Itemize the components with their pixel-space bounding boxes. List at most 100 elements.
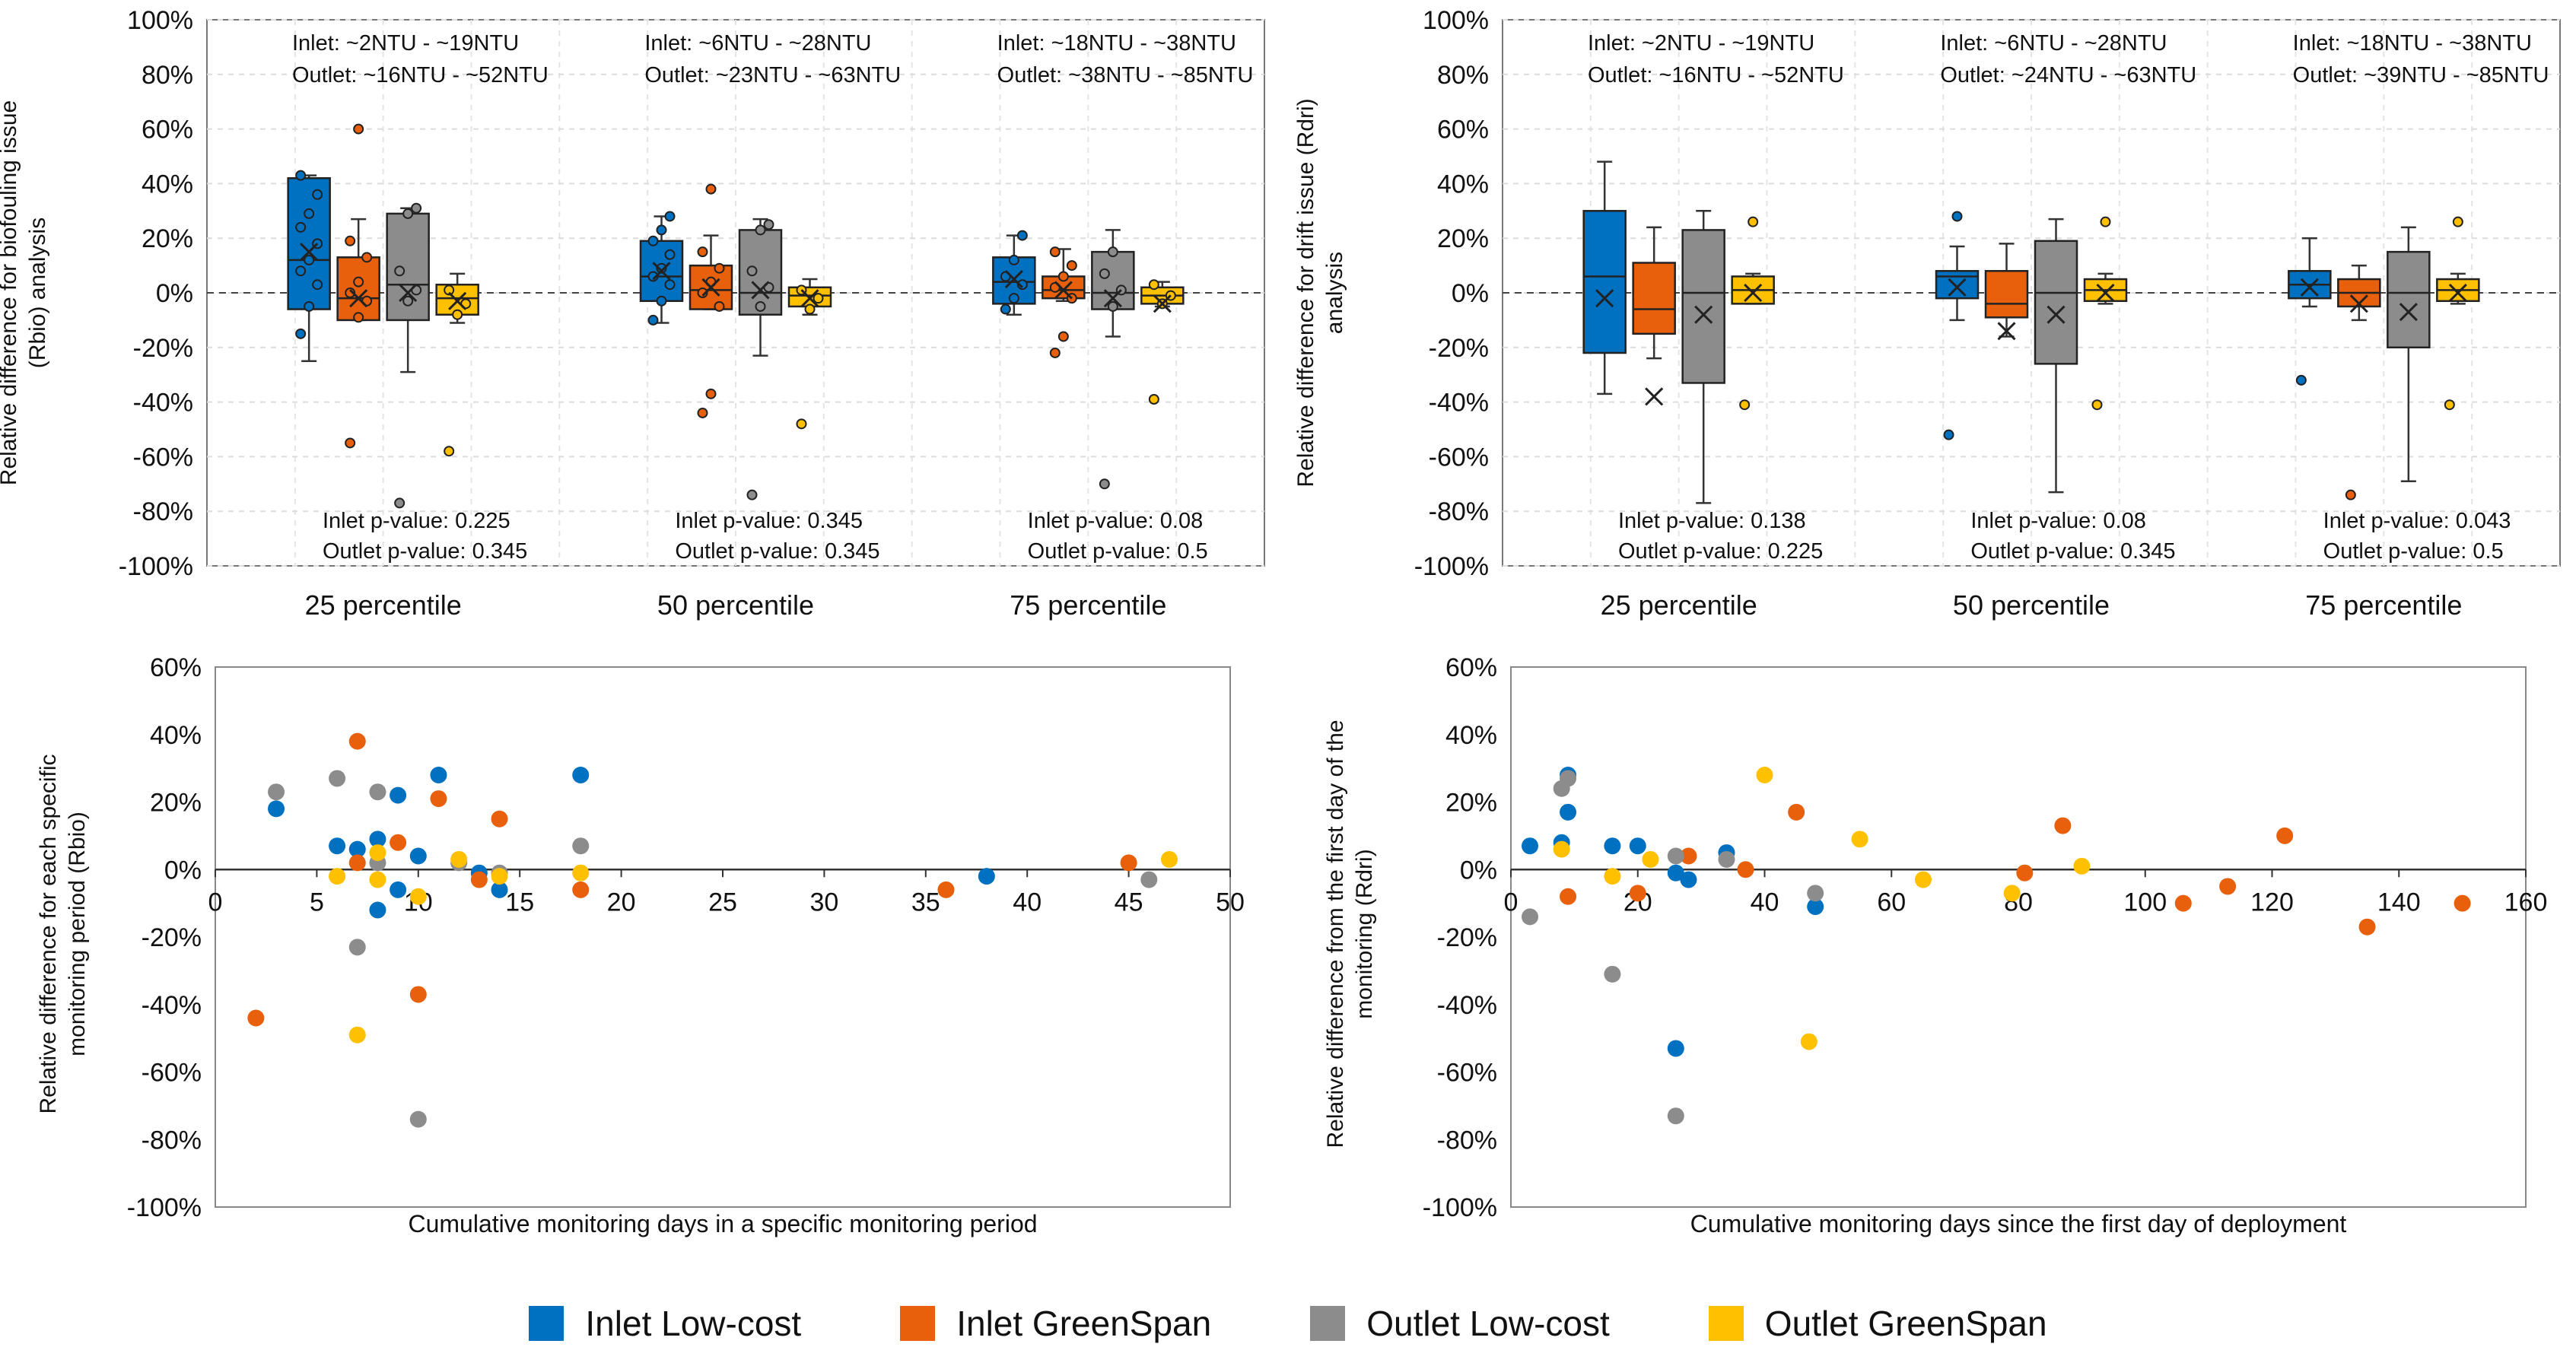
mean-marker [652, 262, 671, 281]
mean-marker [751, 281, 770, 300]
drift-box-chart: 100% 80% 60% 40% 20% 0% -20% -40% -60% -80% -100% R… [1293, 6, 2561, 621]
data-point [813, 293, 824, 304]
turbidity-range-note: Inlet: ~6NTU - ~28NTU [1940, 31, 2167, 56]
box-iqr [287, 176, 331, 310]
y-tick-label: -60% [133, 443, 193, 472]
y-tick-label: -20% [142, 923, 202, 952]
data-point [312, 189, 323, 200]
scatter-point [2276, 827, 2294, 844]
data-point [1049, 347, 1061, 358]
scatter-point [390, 834, 407, 851]
x-tick-label: 20 [607, 888, 636, 916]
data-point [2444, 399, 2455, 411]
mean-marker [399, 283, 418, 303]
box-outlet-lowcost [738, 218, 783, 500]
y-tick-label: 60% [142, 116, 193, 145]
data-point [394, 265, 405, 277]
mean-marker [1948, 278, 1967, 297]
scatter-point [1120, 854, 1137, 872]
box-inlet-lowcost [2288, 237, 2332, 386]
x-category-label: 50 percentile [1953, 589, 2110, 621]
p-value-note: Inlet p-value: 0.08 [1970, 509, 2146, 533]
scatter-point [329, 868, 346, 885]
box-inlet-lowcost [992, 230, 1036, 316]
y-tick-label: 60% [150, 653, 202, 682]
scatter-point [1914, 871, 1932, 888]
data-point [1099, 478, 1110, 490]
scatter-point [390, 786, 407, 804]
data-point [697, 287, 708, 298]
box-inlet-greenspan [1984, 243, 2029, 341]
scatter-point [1604, 837, 1621, 855]
mean-marker [300, 243, 319, 262]
legend-swatch-inlet-lowcost [529, 1306, 564, 1341]
p-value-note: Inlet p-value: 0.043 [2323, 509, 2511, 533]
box-inlet-greenspan [689, 183, 733, 418]
y-tick-label: -100% [1414, 552, 1489, 581]
scatter-point [2073, 857, 2091, 875]
y-tick-label: -20% [1429, 334, 1489, 363]
scatter-point [491, 868, 508, 885]
x-tick-label: 40 [1013, 888, 1042, 916]
y-axis-label-line: analysis [1322, 252, 1347, 334]
scatter-point [1851, 831, 1868, 848]
legend-label: Inlet GreenSpan [956, 1304, 1212, 1343]
y-axis-label-line: monitoring (Rdri) [1352, 849, 1377, 1018]
turbidity-range-note: Outlet: ~16NTU - ~52NTU [292, 63, 549, 87]
box-outlet-greenspan [2083, 216, 2128, 411]
x-tick-label: 40 [1751, 888, 1779, 916]
scatter-point [937, 881, 955, 898]
scatter-point [329, 770, 346, 787]
scatter-point [1560, 803, 1577, 821]
y-tick-label: 40% [1437, 170, 1489, 199]
scatter-point [409, 986, 427, 1003]
mean-marker [2046, 305, 2066, 324]
box-iqr [1984, 270, 2029, 319]
box-iqr [787, 286, 832, 308]
data-point [1008, 293, 1019, 304]
legend-swatch-outlet-lowcost [1310, 1306, 1346, 1341]
scatter-point [348, 939, 366, 956]
scatter-point [1718, 850, 1735, 868]
scatter-point [1604, 868, 1621, 885]
data-point [394, 497, 405, 509]
turbidity-range-note: Outlet: ~16NTU - ~52NTU [1588, 63, 1844, 87]
data-point [345, 437, 356, 449]
scatter-point [1522, 837, 1539, 855]
y-tick-label: -40% [142, 991, 202, 1020]
x-tick-label: 35 [911, 888, 940, 916]
data-point [345, 287, 356, 298]
box-iqr [336, 256, 380, 322]
scatter-point [1667, 1040, 1684, 1057]
box-inlet-greenspan [2337, 264, 2381, 500]
scatter-point [1553, 840, 1570, 858]
mean-marker [2096, 283, 2115, 303]
mean-marker [349, 289, 368, 308]
x-tick-label: 0 [1504, 888, 1519, 916]
box-iqr [2034, 240, 2078, 365]
data-point [304, 208, 315, 219]
x-category-label: 25 percentile [1601, 589, 1757, 621]
y-tick-label: 0% [1460, 856, 1497, 885]
legend-label: Outlet GreenSpan [1764, 1304, 2047, 1343]
box-outlet-lowcost [2034, 218, 2078, 494]
scatter-point [572, 837, 590, 855]
series-inlet-lowcost [268, 767, 995, 919]
scatter-point [2358, 918, 2376, 936]
data-point [444, 446, 455, 457]
legend-item-inlet-greenspan: Inlet GreenSpan [900, 1303, 1211, 1344]
y-tick-label: -20% [1437, 923, 1497, 952]
y-tick-label: 80% [1437, 61, 1489, 90]
scatter-point [329, 837, 346, 855]
data-point [295, 265, 307, 277]
biofouling-box-chart: 100% 80% 60% 40% 20% 0% -20% -40% -60% -80% -100% R… [0, 6, 1265, 621]
box-outlet-lowcost [2387, 226, 2431, 482]
data-point [312, 279, 323, 291]
legend-swatch-outlet-greenspan [1708, 1306, 1744, 1341]
mean-marker [1153, 294, 1172, 313]
box-outlet-greenspan [1731, 216, 1775, 411]
scatter-point [268, 783, 285, 801]
data-point [345, 235, 356, 246]
p-value-note: Outlet p-value: 0.225 [1618, 539, 1823, 564]
box-iqr [1632, 262, 1676, 335]
